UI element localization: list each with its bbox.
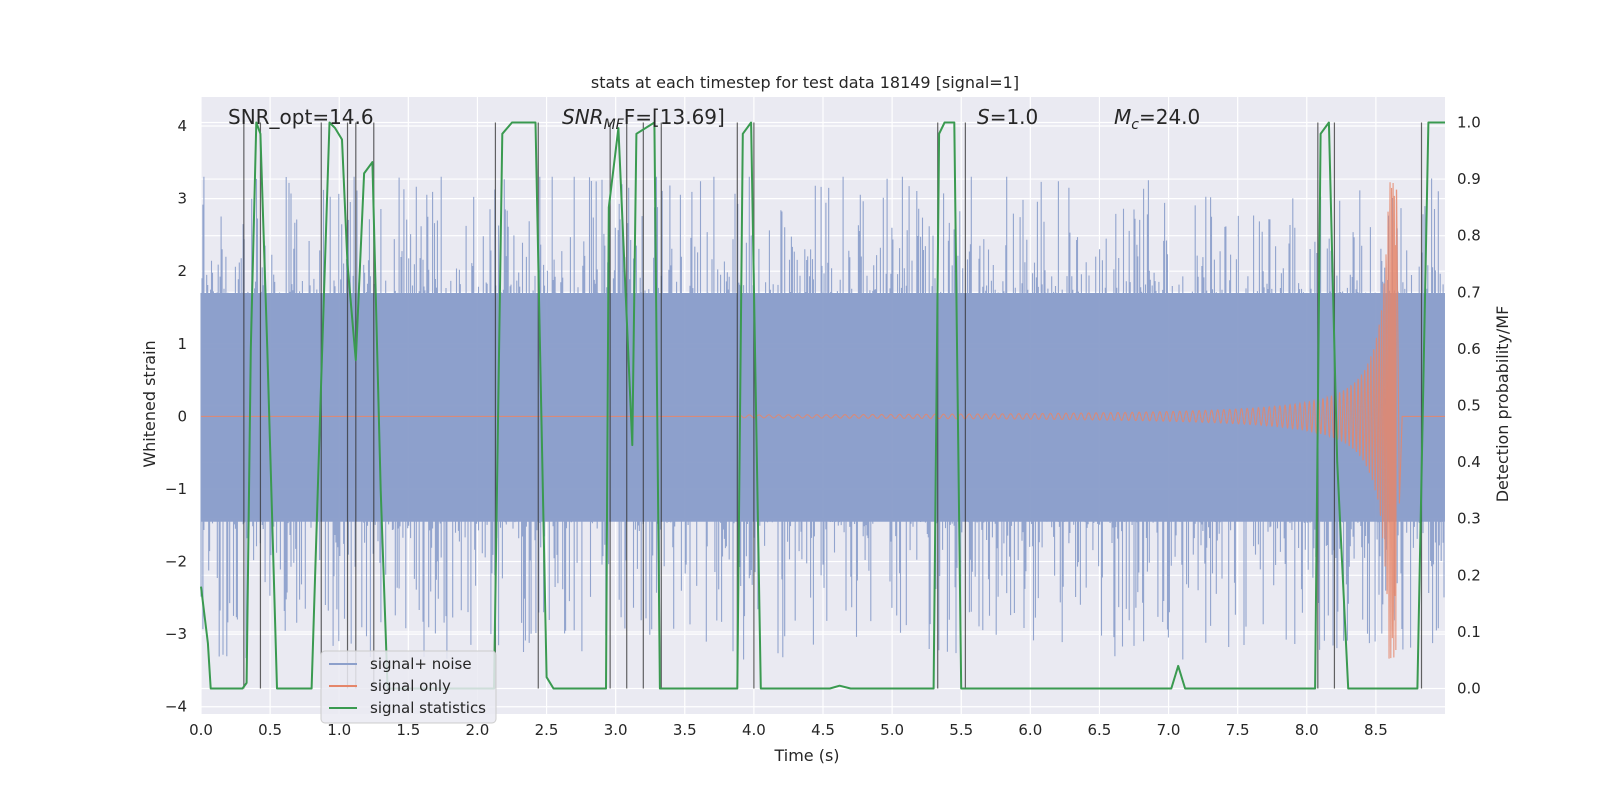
y-left-tick-label: −3 [165, 625, 187, 643]
y-axis-left-ticks: 4 3 2 1 0 −1 −2 −3 −4 [165, 117, 187, 716]
snr-mf-symbol: SNR [562, 105, 604, 129]
x-tick-label: 2.0 [466, 721, 490, 739]
x-tick-label: 5.0 [880, 721, 904, 739]
x-tick-label: 1.5 [396, 721, 420, 739]
x-tick-label: 3.5 [673, 721, 697, 739]
y-axis-right-ticks: 1.0 0.9 0.8 0.7 0.6 0.5 0.4 0.3 0.2 0.1 0.0 [1457, 113, 1481, 697]
y-left-tick-label: 2 [177, 262, 187, 280]
legend-box [320, 650, 497, 724]
mc-symbol: M [1114, 105, 1131, 129]
legend-label-stats: signal statistics [370, 699, 486, 717]
y-right-tick-label: 0.3 [1457, 510, 1481, 528]
y-axis-right-label: Detection probability/MF [1493, 306, 1512, 503]
legend-label-signal: signal only [370, 677, 451, 695]
signal-noise-series [200, 176, 1445, 660]
snr-mf-subscript: MF [604, 117, 625, 133]
x-tick-label: 8.5 [1364, 721, 1388, 739]
annotation-s: S=1.0 [977, 105, 1038, 129]
y-right-tick-label: 0.7 [1457, 283, 1481, 301]
x-tick-label: 3.0 [604, 721, 628, 739]
y-left-tick-label: 0 [177, 407, 187, 425]
y-right-tick-label: 0.2 [1457, 566, 1481, 584]
x-tick-label: 7.0 [1157, 721, 1181, 739]
annotation-snr-mf: SNRMFF=[13.69] [562, 105, 725, 133]
chart-title: stats at each timestep for test data 181… [591, 73, 1019, 92]
y-left-tick-label: −4 [165, 698, 187, 716]
legend: signal+ noise signal only signal statist… [320, 650, 497, 724]
x-axis-ticks: 0.0 0.5 1.0 1.5 2.0 2.5 3.0 3.5 4.0 4.5 5.0 5.5 6.0 6… [189, 721, 1388, 739]
annotation-mc: Mc=24.0 [1114, 105, 1200, 133]
y-left-tick-label: −1 [165, 480, 187, 498]
legend-label-noise: signal+ noise [370, 655, 472, 673]
x-tick-label: 6.0 [1018, 721, 1042, 739]
annotation-snr-opt: SNR_opt=14.6 [228, 105, 374, 129]
x-tick-label: 4.5 [811, 721, 835, 739]
y-right-tick-label: 0.4 [1457, 453, 1481, 471]
s-symbol: S [977, 105, 990, 129]
signal-statistics-series [200, 121, 1445, 690]
s-value: =1.0 [990, 105, 1039, 129]
snr-mf-value: F=[13.69] [624, 105, 725, 129]
x-tick-label: 5.5 [949, 721, 973, 739]
noise-spikes [200, 176, 1445, 660]
x-axis-label: Time (s) [773, 746, 839, 765]
x-tick-label: 0.0 [189, 721, 213, 739]
y-right-tick-label: 0.5 [1457, 397, 1481, 415]
statistics-line [200, 121, 1445, 690]
y-left-tick-label: −2 [165, 553, 187, 571]
mc-subscript: c [1131, 117, 1139, 133]
y-right-tick-label: 0.9 [1457, 170, 1481, 188]
signal-chirp-line [201, 182, 1445, 659]
x-tick-label: 0.5 [258, 721, 282, 739]
signal-only-series [201, 182, 1445, 659]
y-right-tick-label: 0.0 [1457, 680, 1481, 698]
y-right-tick-label: 1.0 [1457, 113, 1481, 131]
y-right-tick-label: 0.6 [1457, 340, 1481, 358]
y-left-tick-label: 3 [177, 190, 187, 208]
x-tick-label: 1.0 [327, 721, 351, 739]
y-left-tick-label: 1 [177, 335, 187, 353]
x-tick-label: 6.5 [1088, 721, 1112, 739]
x-tick-label: 7.5 [1226, 721, 1250, 739]
x-tick-label: 4.0 [742, 721, 766, 739]
y-axis-left-label: Whitened strain [140, 340, 159, 467]
y-right-tick-label: 0.1 [1457, 623, 1481, 641]
x-tick-label: 8.0 [1295, 721, 1319, 739]
y-right-tick-label: 0.8 [1457, 227, 1481, 245]
y-left-tick-label: 4 [177, 117, 187, 135]
x-tick-label: 2.5 [535, 721, 559, 739]
mc-value: =24.0 [1139, 105, 1200, 129]
